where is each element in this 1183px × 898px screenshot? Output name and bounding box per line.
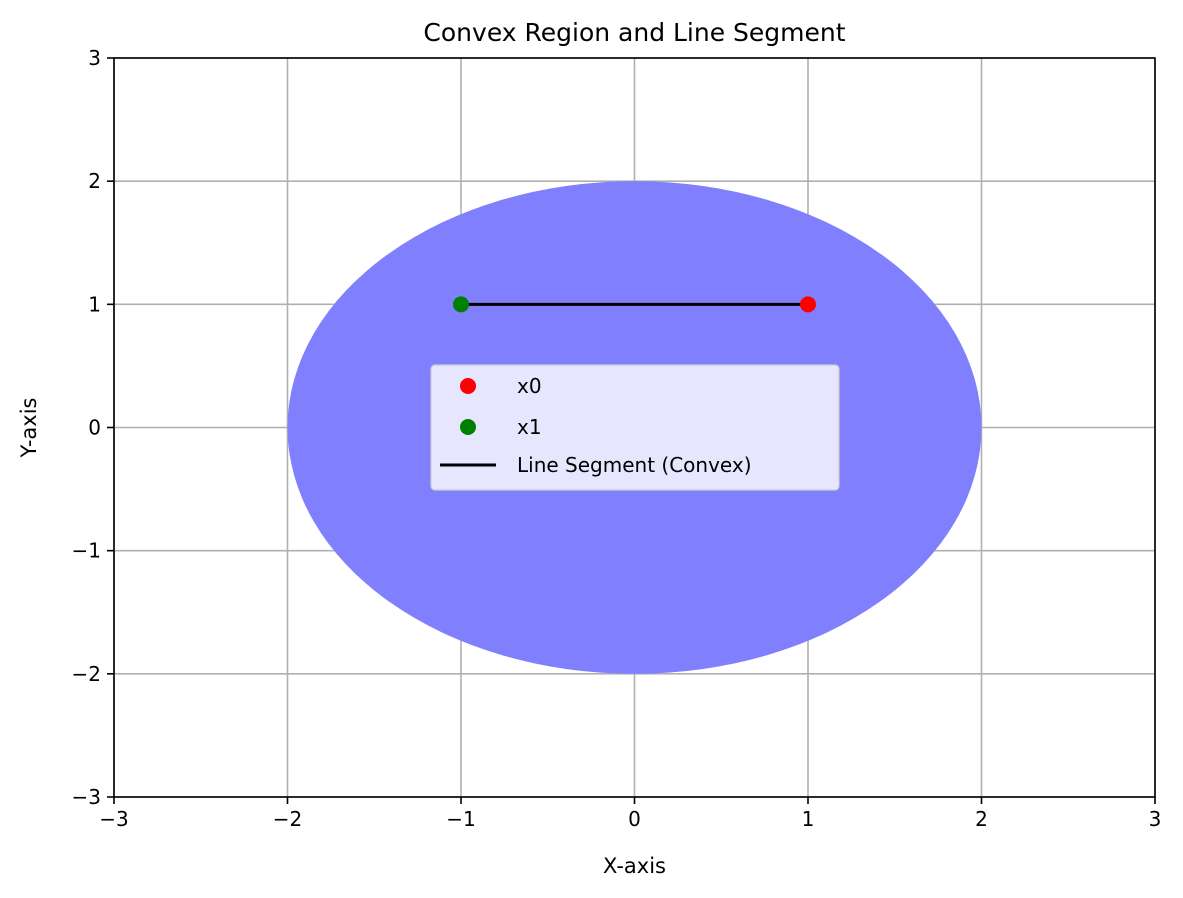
legend-marker-x1 [460,419,476,435]
legend-marker-x0 [460,378,476,394]
series-layer [453,296,816,313]
legend-label-line: Line Segment (Convex) [517,453,752,477]
x-tick-label-2: −1 [446,807,475,831]
y-tick-label-4: 1 [88,292,101,316]
y-tick-label-0: −3 [72,785,101,809]
x-tick-label-5: 2 [975,807,988,831]
y-axis-ticks: −3 −2 −1 0 1 2 3 [72,46,114,809]
chart-title: Convex Region and Line Segment [423,18,845,47]
legend-label-x1: x1 [517,415,542,439]
x-tick-label-4: 1 [802,807,815,831]
x-tick-label-1: −2 [273,807,302,831]
y-axis-label: Y-axis [17,398,41,459]
x-tick-label-6: 3 [1149,807,1162,831]
legend: x0 x1 Line Segment (Convex) [430,364,840,491]
y-tick-label-6: 3 [88,46,101,70]
y-tick-label-1: −2 [72,662,101,686]
legend-label-x0: x0 [517,374,542,398]
y-tick-label-3: 0 [88,416,101,440]
point-x1 [453,296,469,313]
x-axis-label: X-axis [603,854,666,878]
point-x0 [800,296,816,313]
legend-box [430,364,840,491]
y-tick-label-2: −1 [72,539,101,563]
y-tick-label-5: 2 [88,169,101,193]
x-tick-label-0: −3 [99,807,128,831]
x-tick-label-3: 0 [628,807,641,831]
x-axis-ticks: −3 −2 −1 0 1 2 3 [99,797,1161,831]
